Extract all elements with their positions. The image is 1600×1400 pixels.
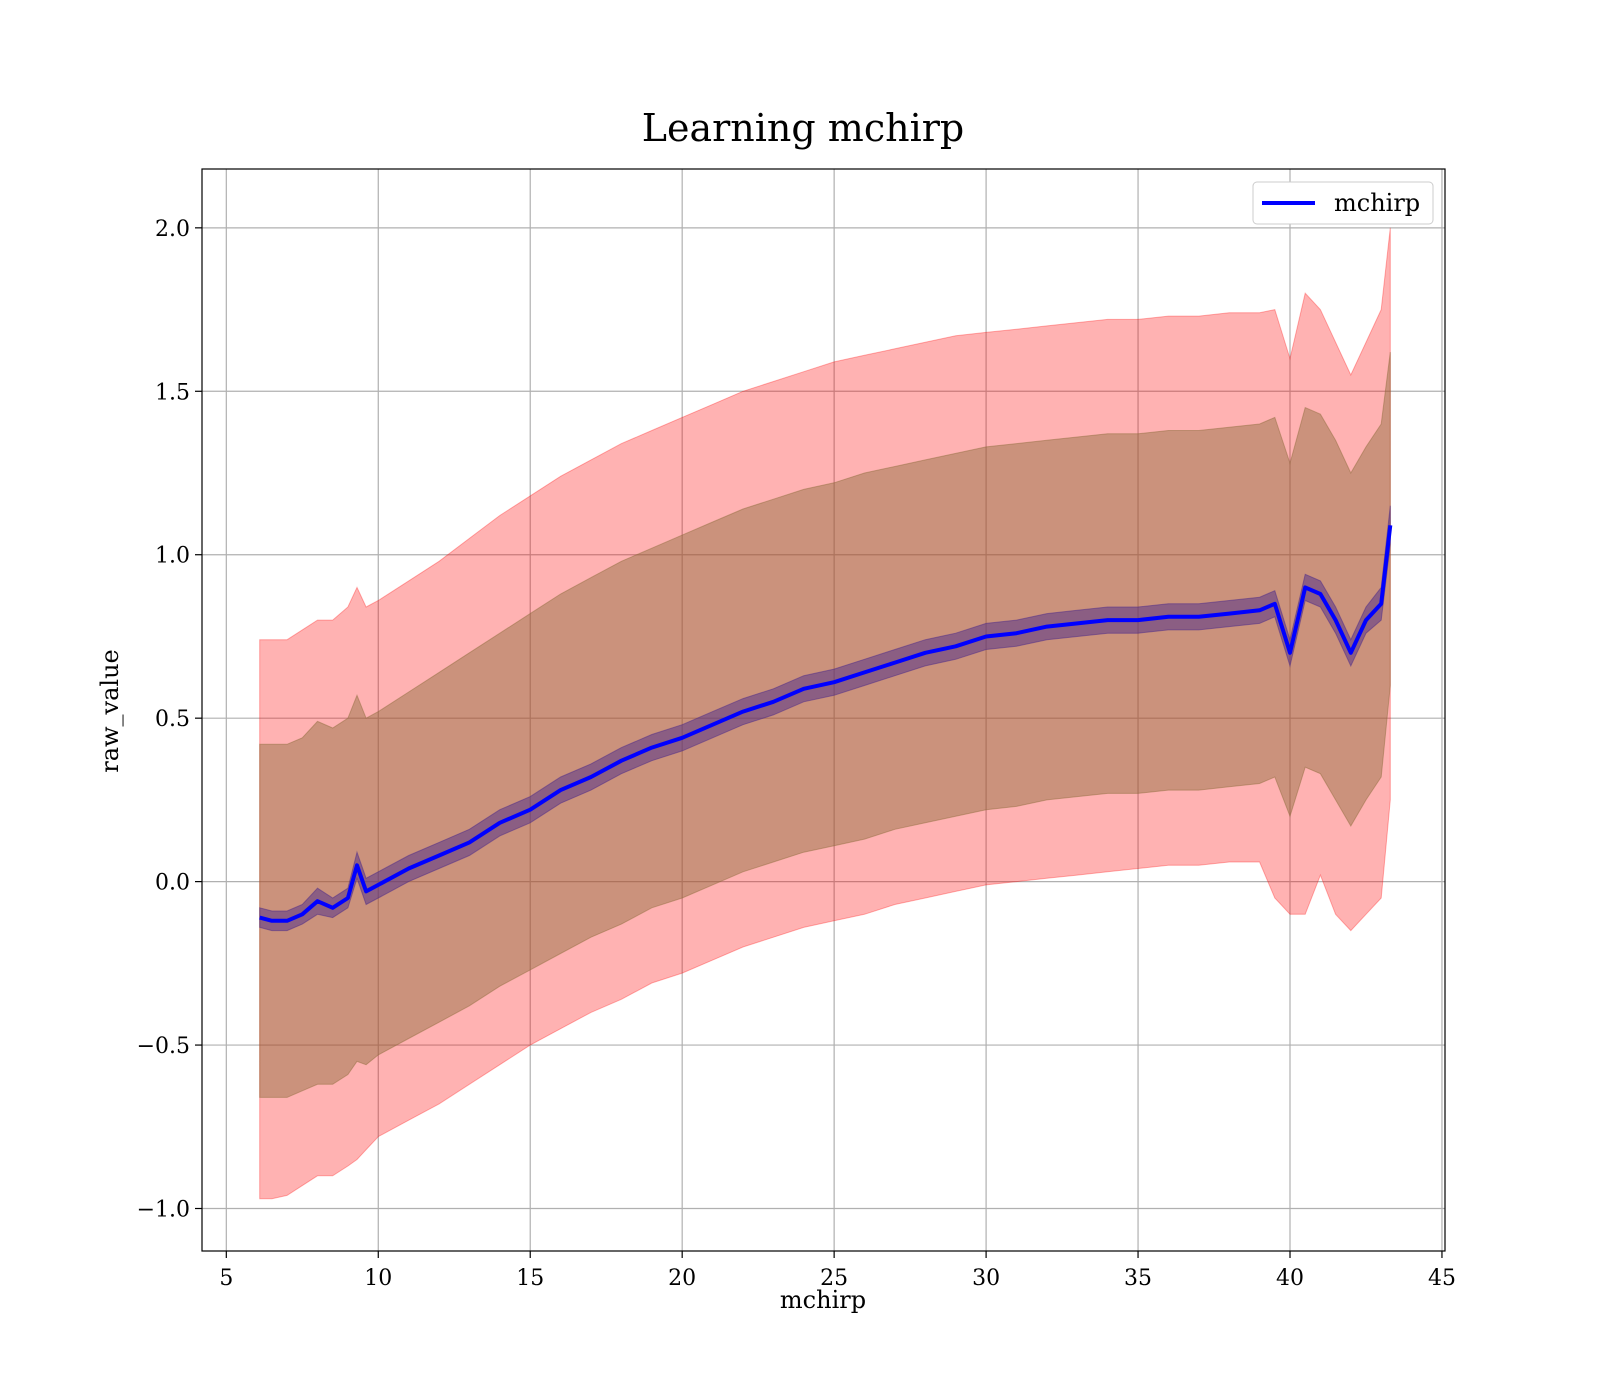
- y-axis-label: raw_value: [96, 649, 124, 773]
- series-lines: [259, 525, 1393, 923]
- band-outer: [259, 227, 1391, 1200]
- x-tick-label-3: 20: [668, 1266, 696, 1291]
- x-tick-label-7: 40: [1276, 1266, 1304, 1291]
- y-tick-label-5: 1.5: [155, 380, 190, 405]
- y-axis-ticks: −1.0 −0.5 0.0 0.5 1.0 1.5 2.0: [137, 217, 202, 1223]
- x-tick-label-6: 35: [1124, 1266, 1152, 1291]
- chart-title: Learning mchirp: [642, 106, 964, 150]
- grid: [202, 169, 1445, 1251]
- x-tick-label-0: 5: [219, 1266, 233, 1291]
- y-tick-label-3: 0.5: [155, 707, 190, 732]
- confidence-bands: [259, 227, 1391, 1200]
- y-tick-label-4: 1.0: [155, 544, 190, 569]
- y-tick-label-1: −0.5: [137, 1034, 190, 1059]
- x-tick-label-4: 25: [820, 1266, 848, 1291]
- series-line-mchirp: [259, 525, 1393, 923]
- legend: mchirp: [1252, 181, 1434, 225]
- x-tick-label-8: 45: [1428, 1266, 1456, 1291]
- legend-box: [1252, 181, 1434, 225]
- y-tick-label-0: −1.0: [137, 1198, 190, 1223]
- x-tick-label-5: 30: [972, 1266, 1000, 1291]
- x-axis-label: mchirp: [780, 1286, 866, 1314]
- x-tick-label-2: 15: [516, 1266, 544, 1291]
- y-tick-label-2: 0.0: [155, 871, 190, 896]
- plot-frame: [201, 168, 1446, 1252]
- x-tick-label-1: 10: [364, 1266, 392, 1291]
- y-tick-label-6: 2.0: [155, 217, 190, 242]
- x-axis-ticks: 5 10 15 20 25 30 35 40 45: [219, 1251, 1456, 1291]
- legend-entry-mchirp: mchirp: [1334, 189, 1420, 217]
- band-middle: [259, 352, 1391, 1098]
- band-inner: [259, 505, 1391, 932]
